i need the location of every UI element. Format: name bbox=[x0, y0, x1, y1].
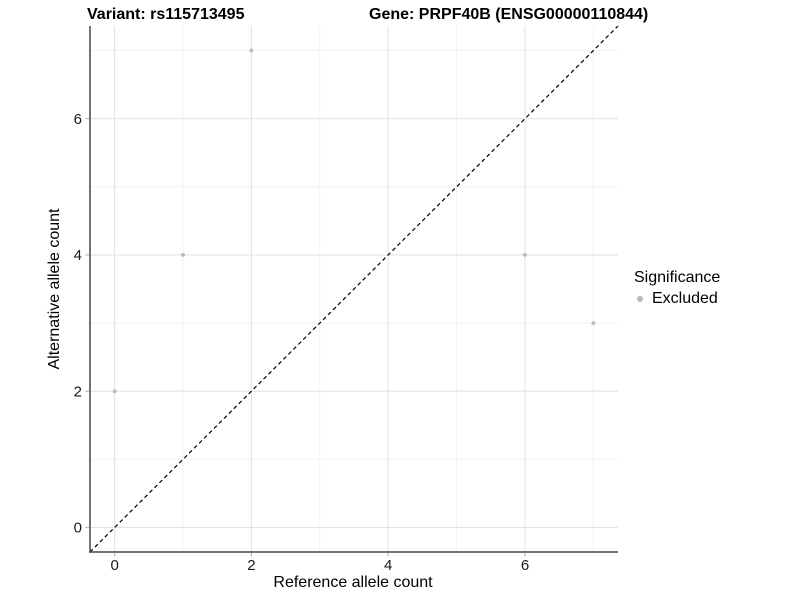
y-tick-label: 4 bbox=[74, 247, 82, 264]
y-tick-label: 0 bbox=[74, 520, 82, 537]
data-point bbox=[181, 253, 185, 257]
x-tick-label: 2 bbox=[247, 557, 255, 574]
gene-title: Gene: PRPF40B (ENSG00000110844) bbox=[369, 6, 649, 23]
data-point bbox=[249, 48, 254, 53]
legend: Significance Excluded bbox=[634, 268, 720, 308]
legend-item-label: Excluded bbox=[652, 290, 718, 307]
y-axis-title: Alternative allele count bbox=[46, 208, 63, 370]
x-axis-title: Reference allele count bbox=[273, 574, 433, 591]
y-tick-label: 6 bbox=[74, 111, 82, 128]
x-tick-label: 4 bbox=[384, 557, 392, 574]
x-tick-label: 6 bbox=[521, 557, 529, 574]
x-tick-label: 0 bbox=[110, 557, 118, 574]
identity-dashed-line bbox=[89, 25, 619, 553]
legend-key-excluded-dot-icon bbox=[637, 296, 643, 302]
y-tick-label: 2 bbox=[74, 383, 82, 400]
legend-title: Significance bbox=[634, 269, 721, 286]
legend-item-excluded: Excluded bbox=[634, 290, 720, 308]
variant-title: Variant: rs115713495 bbox=[87, 6, 245, 23]
data-point bbox=[523, 253, 527, 257]
data-point bbox=[591, 321, 596, 325]
data-point bbox=[112, 389, 117, 394]
